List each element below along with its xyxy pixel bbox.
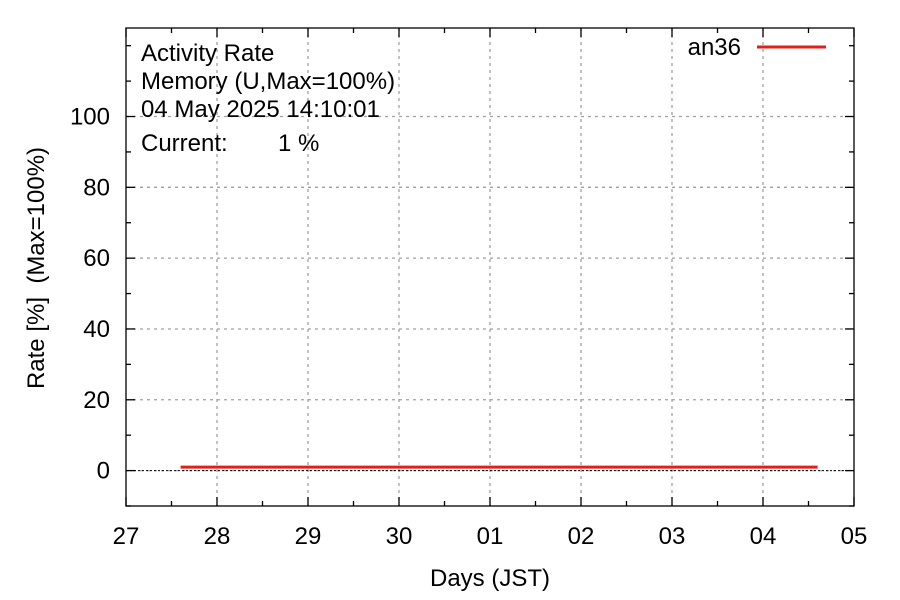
x-tick-labels: 27 28 29 30 01 02 03 04 05 xyxy=(113,523,868,550)
info-title: Activity Rate xyxy=(141,40,274,67)
current-value: 1 % xyxy=(278,130,319,157)
legend-label-an36: an36 xyxy=(688,34,741,61)
x-tick-label: 27 xyxy=(113,523,140,550)
x-tick-label: 28 xyxy=(204,523,231,550)
y-tick-label: 0 xyxy=(97,458,110,485)
y-axis-title: Rate [%] (Max=100%) xyxy=(23,147,50,389)
y-tick-labels: 0 20 40 60 80 100 xyxy=(70,104,110,485)
x-tick-label: 30 xyxy=(386,523,413,550)
x-axis-title: Days (JST) xyxy=(430,565,550,592)
y-tick-label: 40 xyxy=(83,316,110,343)
current-label: Current: xyxy=(141,130,228,157)
x-tick-label: 04 xyxy=(750,523,777,550)
info-metric: Memory (U,Max=100%) xyxy=(141,68,395,95)
grid xyxy=(126,28,854,506)
y-tick-label: 20 xyxy=(83,387,110,414)
ticks xyxy=(125,28,855,507)
x-tick-label: 01 xyxy=(477,523,504,550)
x-tick-label: 05 xyxy=(841,523,868,550)
y-tick-label: 100 xyxy=(70,104,110,131)
x-tick-label: 03 xyxy=(659,523,686,550)
x-tick-label: 02 xyxy=(568,523,595,550)
x-tick-label: 29 xyxy=(295,523,322,550)
y-tick-label: 80 xyxy=(83,174,110,201)
info-timestamp: 04 May 2025 14:10:01 xyxy=(141,96,380,123)
legend: an36 xyxy=(688,34,826,61)
y-tick-label: 60 xyxy=(83,245,110,272)
